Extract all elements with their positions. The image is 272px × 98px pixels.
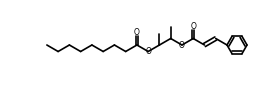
Text: O: O [190,21,196,30]
Text: O: O [145,47,151,56]
Text: O: O [179,40,185,49]
Text: O: O [134,28,140,37]
